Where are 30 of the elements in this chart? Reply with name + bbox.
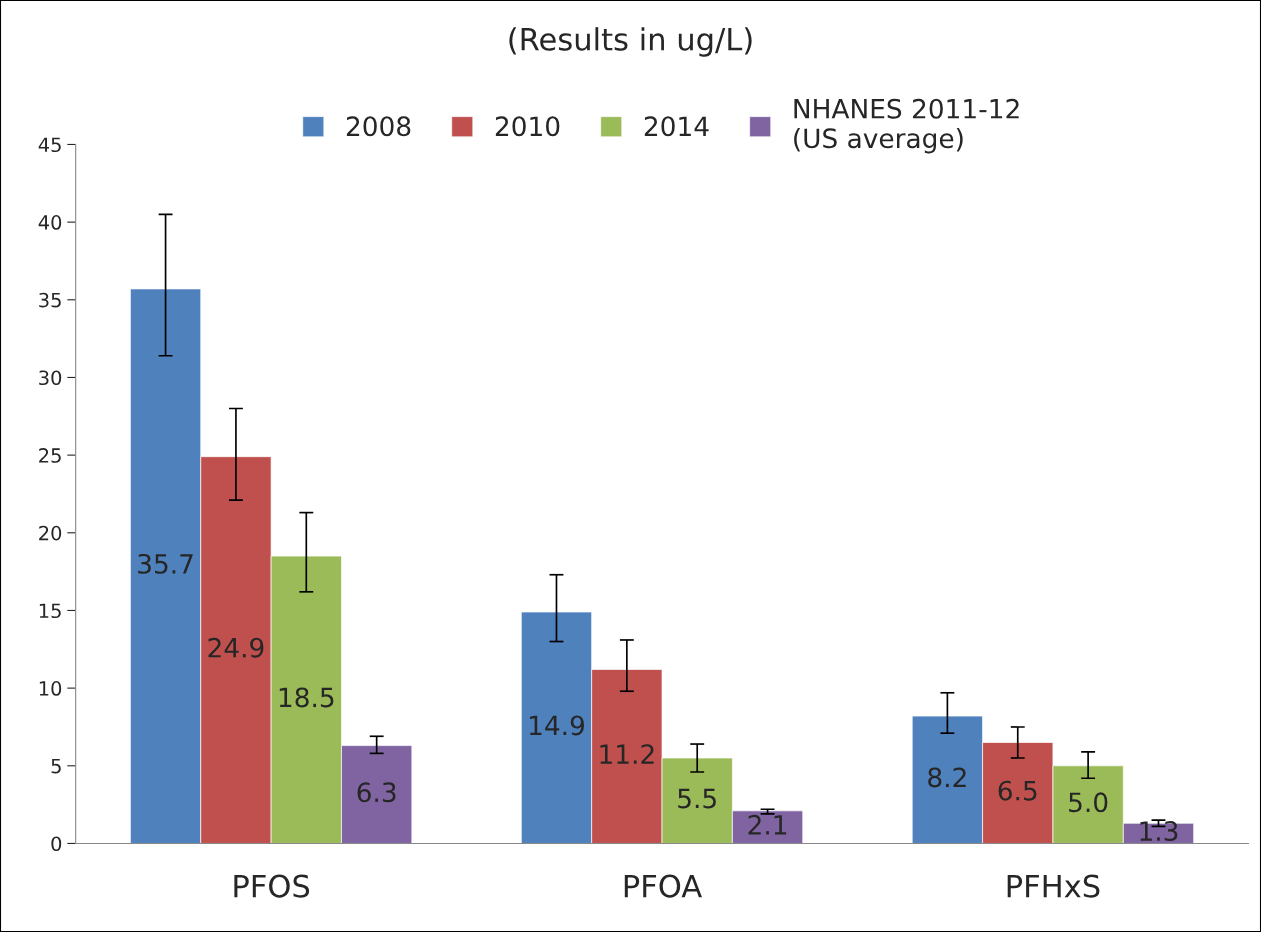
- data-label: 24.9: [208, 637, 264, 658]
- legend-label: 2010: [495, 116, 560, 137]
- data-label: 6.3: [357, 782, 396, 803]
- data-label: 18.5: [279, 687, 334, 708]
- y-tick-label: 0: [51, 836, 62, 852]
- data-label: 35.7: [138, 553, 193, 574]
- data-label: 11.2: [600, 744, 654, 764]
- legend-label: NHANES 2011-12 (US average): [794, 98, 1019, 154]
- chart-title: (Results in ug/L): [509, 27, 752, 57]
- x-tick-label: PFOS: [234, 874, 310, 898]
- y-tick-label: 20: [39, 525, 62, 541]
- data-label: 5.0: [1069, 792, 1108, 813]
- data-label: 8.2: [928, 767, 966, 788]
- data-label: 5.5: [678, 788, 716, 809]
- legend-label: 2014: [644, 116, 709, 137]
- y-tick-label: 30: [39, 370, 62, 386]
- y-tick-label: 15: [39, 603, 61, 619]
- data-label: 6.5: [998, 780, 1037, 801]
- y-tick-label: 10: [39, 681, 62, 696]
- legend-label: 2008: [346, 116, 411, 137]
- y-tick-label: 35: [39, 292, 61, 308]
- data-label: 2.1: [748, 814, 787, 835]
- y-tick-label: 40: [38, 215, 62, 230]
- x-tick-label: PFHxS: [1007, 874, 1100, 898]
- x-tick-label: PFOA: [624, 874, 702, 898]
- y-tick-label: 25: [39, 448, 61, 463]
- data-label: 1.3: [1140, 821, 1178, 842]
- y-tick-label: 5: [51, 759, 61, 774]
- data-label: 14.9: [530, 715, 584, 736]
- y-tick-label: 45: [38, 137, 61, 153]
